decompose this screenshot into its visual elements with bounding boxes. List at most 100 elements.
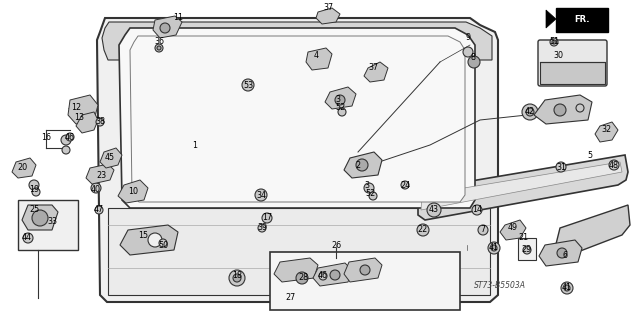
Circle shape — [609, 160, 619, 170]
Text: 34: 34 — [256, 190, 266, 199]
FancyBboxPatch shape — [538, 40, 607, 86]
Polygon shape — [555, 205, 630, 258]
Circle shape — [360, 265, 370, 275]
Text: 18: 18 — [232, 271, 242, 281]
Text: 3: 3 — [365, 180, 370, 189]
Bar — [18, 200, 78, 250]
Polygon shape — [421, 162, 622, 210]
Polygon shape — [22, 205, 58, 230]
Bar — [556, 8, 608, 32]
Circle shape — [32, 188, 40, 196]
Text: 21: 21 — [518, 234, 528, 243]
Circle shape — [369, 192, 377, 200]
Circle shape — [522, 104, 538, 120]
Text: 16: 16 — [41, 133, 51, 142]
Circle shape — [526, 108, 534, 116]
Text: 32: 32 — [601, 125, 611, 134]
Circle shape — [96, 118, 104, 126]
Text: 42: 42 — [525, 108, 535, 116]
Text: 9: 9 — [465, 34, 470, 43]
Text: 49: 49 — [508, 223, 518, 233]
Polygon shape — [130, 36, 465, 202]
Circle shape — [523, 246, 531, 254]
Text: 36: 36 — [154, 37, 164, 46]
Text: 28: 28 — [298, 274, 308, 283]
Polygon shape — [119, 28, 475, 208]
Polygon shape — [120, 225, 178, 255]
Polygon shape — [546, 10, 556, 28]
Polygon shape — [100, 148, 122, 168]
Text: 41: 41 — [489, 244, 499, 252]
Circle shape — [258, 224, 266, 232]
Circle shape — [95, 206, 103, 214]
Circle shape — [552, 40, 556, 44]
Circle shape — [32, 210, 48, 226]
Circle shape — [417, 224, 429, 236]
Circle shape — [66, 133, 74, 141]
Text: 13: 13 — [74, 114, 84, 123]
Text: 52: 52 — [335, 103, 345, 113]
Circle shape — [319, 272, 327, 280]
Circle shape — [62, 146, 70, 154]
Polygon shape — [344, 258, 382, 282]
Bar — [518, 238, 536, 260]
Polygon shape — [97, 18, 498, 302]
Text: 19: 19 — [29, 186, 39, 195]
Polygon shape — [500, 220, 526, 240]
Circle shape — [401, 181, 409, 189]
Text: 50: 50 — [158, 241, 168, 250]
Polygon shape — [418, 155, 628, 220]
Text: 6: 6 — [563, 251, 568, 260]
Polygon shape — [325, 87, 356, 109]
Polygon shape — [274, 258, 318, 282]
Circle shape — [29, 180, 39, 190]
Circle shape — [556, 162, 566, 172]
Circle shape — [488, 242, 500, 254]
Circle shape — [23, 233, 33, 243]
Polygon shape — [102, 22, 492, 60]
Circle shape — [148, 233, 162, 247]
Circle shape — [472, 205, 482, 215]
Circle shape — [330, 270, 340, 280]
Text: 11: 11 — [173, 13, 183, 22]
Text: 38: 38 — [95, 117, 105, 126]
Text: 12: 12 — [71, 102, 81, 111]
Circle shape — [557, 248, 567, 258]
Circle shape — [478, 225, 488, 235]
Circle shape — [550, 38, 558, 46]
Polygon shape — [86, 164, 114, 184]
Text: 4: 4 — [313, 51, 318, 60]
Circle shape — [262, 213, 272, 223]
Circle shape — [61, 135, 71, 145]
Text: 51: 51 — [549, 37, 559, 46]
Text: 22: 22 — [418, 226, 428, 235]
Text: 40: 40 — [91, 186, 101, 195]
Text: 37: 37 — [368, 63, 378, 73]
Circle shape — [338, 108, 346, 116]
Polygon shape — [344, 152, 382, 178]
Circle shape — [91, 183, 101, 193]
Text: 41: 41 — [562, 284, 572, 292]
Text: 25: 25 — [30, 205, 40, 214]
Text: 46: 46 — [65, 132, 75, 141]
Text: 17: 17 — [262, 213, 272, 222]
Text: 52: 52 — [366, 188, 376, 197]
Circle shape — [554, 104, 566, 116]
Text: 1: 1 — [192, 140, 197, 149]
Text: 8: 8 — [470, 52, 475, 61]
Text: 44: 44 — [22, 234, 32, 243]
Circle shape — [427, 203, 441, 217]
Circle shape — [159, 239, 167, 247]
Text: 7: 7 — [480, 226, 486, 235]
Text: ST73-B5503A: ST73-B5503A — [474, 281, 526, 290]
Text: 20: 20 — [17, 164, 27, 172]
Text: 23: 23 — [96, 171, 106, 180]
Polygon shape — [12, 158, 36, 178]
Circle shape — [491, 245, 497, 251]
Circle shape — [155, 44, 163, 52]
Text: 30: 30 — [553, 51, 563, 60]
Bar — [270, 252, 460, 310]
Circle shape — [157, 46, 161, 50]
Circle shape — [468, 56, 480, 68]
Circle shape — [508, 223, 518, 233]
